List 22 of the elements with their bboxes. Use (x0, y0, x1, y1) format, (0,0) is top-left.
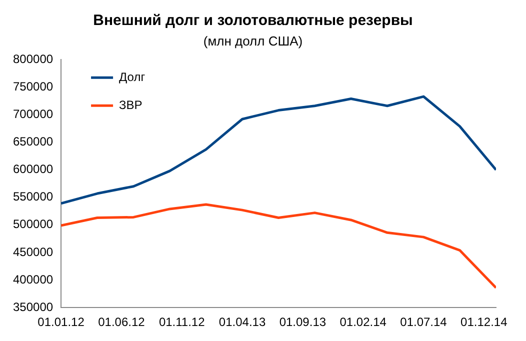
chart-subtitle: (млн долл США) (203, 33, 303, 48)
x-tick-label: 01.06.12 (98, 315, 146, 330)
x-tick-label: 01.12.14 (460, 315, 508, 330)
x-tick-label: 01.02.14 (340, 315, 387, 330)
x-tick-label: 01.01.12 (38, 315, 85, 330)
legend-label: Долг (119, 70, 146, 84)
y-tick-label: 650000 (12, 134, 54, 149)
y-tick-label: 600000 (12, 162, 54, 176)
x-tick-label: 01.11.12 (158, 315, 206, 330)
y-tick-label: 750000 (12, 79, 54, 94)
x-tick-label: 01.09.13 (279, 315, 326, 330)
y-tick-label: 800000 (12, 52, 54, 66)
y-tick-label: 400000 (12, 272, 54, 286)
legend-label: ЗВР (119, 98, 142, 112)
chart-title: Внешний долг и золотовалютные резервы (93, 12, 413, 30)
x-tick-label: 01.04.13 (218, 315, 266, 330)
x-tick-label: 01.07.14 (400, 315, 448, 330)
y-tick-label: 550000 (12, 190, 54, 204)
y-tick-label: 500000 (12, 217, 54, 232)
y-tick-label: 450000 (12, 244, 54, 259)
y-tick-label: 350000 (12, 300, 54, 314)
y-tick-label: 700000 (12, 107, 54, 122)
